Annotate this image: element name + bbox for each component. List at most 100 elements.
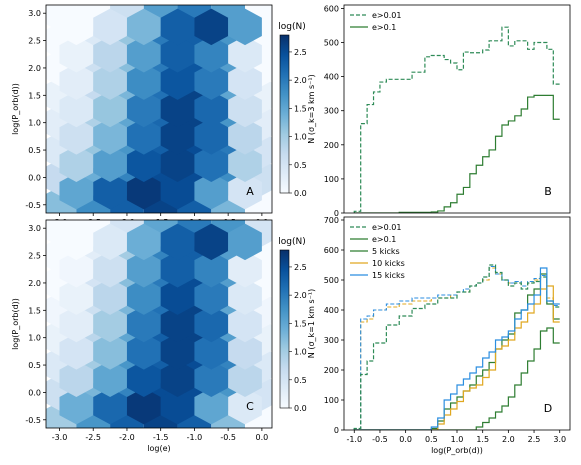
colorbar-tick-label: 0.5 [294,376,307,385]
hexbin-cell [228,387,262,425]
panel-letter: C [246,400,254,413]
hexbin-cell [59,387,94,425]
hexbin-cell [160,145,195,182]
series-line [354,267,560,430]
y-tick-label: -0.5 [25,201,41,210]
x-tick-label: -3.0 [52,433,68,442]
hexbin-cell [194,305,229,343]
series-line [353,264,560,430]
hexbin-cell [160,278,195,315]
hexbin-cell [59,36,94,73]
hexbin-cell [126,387,161,425]
colorbar-tick-label: 2.5 [294,263,307,272]
hexbin-cell [59,251,94,288]
legend-label: e>0.01 [372,223,401,232]
hexbin-cell [160,8,195,46]
colorbar-tick-label: 1.5 [294,319,307,328]
y-tick-label: 0 [334,426,339,435]
hexbin-cell [194,172,229,210]
y-tick-label: 2.0 [28,64,41,73]
hexbin-cell [126,223,161,261]
hexbin-cell [160,223,195,261]
series-layer [353,26,560,213]
y-tick-label: 400 [324,306,339,315]
x-tick-label: 0.0 [399,435,412,444]
hexbin-cell [126,172,161,210]
y-tick-label: 600 [324,246,339,255]
y-tick-label: 600 [324,4,339,13]
x-tick-label: 2.0 [502,435,515,444]
hexbin-cell [93,36,127,73]
x-tick-label: -1.5 [153,433,169,442]
hexbin-cell [160,63,195,100]
hexbin-cell [93,145,127,182]
hexbin-cell [228,8,262,46]
y-axis-label: log(P_orb(d)) [11,298,20,350]
x-axis-label: log(e) [147,444,170,453]
x-tick-label: -0.5 [220,433,236,442]
legend-label: e>0.1 [372,23,396,32]
colorbar-tick-label: 2.5 [294,48,307,57]
hexbin-cell [228,223,262,261]
hexbin-cell [194,360,229,397]
y-tick-label: 0.0 [28,388,41,397]
hexbin-cell [228,172,262,210]
hexbin-cell [93,118,127,155]
colorbar-tick-label: 1.0 [294,133,307,142]
hexbin-cell [228,36,262,73]
y-tick-label: 0.5 [28,361,41,370]
x-tick-label: 0.5 [425,435,438,444]
hexbin-cell [228,305,262,343]
hexbin-cell [126,90,161,128]
hexbin-cell [194,36,229,73]
hexbin-cell [93,223,127,261]
hexbin-cell [160,90,195,128]
y-axis-label: log(P_orb(d)) [11,83,20,135]
panel-letter: B [544,185,552,198]
colorbar-tick-label: 0.0 [294,189,307,198]
hexbin-cell [93,387,127,425]
hexbin-cell [59,223,94,261]
y-tick-label: 300 [324,336,339,345]
histogram-panel-d: 0 100 200 300 400 500 600 700 -1.0 -0.5 0.0 0.5 1.0 1… [307,216,571,455]
x-tick-label: -1.0 [346,435,362,444]
hexbin-cell [93,305,127,343]
hexbin-cell [160,251,195,288]
legend: e>0.01 e>0.1 [350,11,401,32]
y-tick-label: 1.0 [28,334,41,343]
x-tick-label: 1.0 [451,435,464,444]
y-tick-label: 500 [324,276,339,285]
hexbin-cell [160,305,195,343]
y-tick-label: 3.0 [28,224,41,233]
x-axis-label: log(P_orb(d)) [431,446,483,455]
legend: e>0.01 e>0.1 5 kicks 10 kicks 15 kicks [350,223,405,280]
series-line [354,285,560,430]
y-tick-label: 700 [324,216,339,225]
series-line [354,94,560,213]
hexbin-cell [93,251,127,288]
y-tick-label: 200 [324,141,339,150]
hexbin-cell [194,251,229,288]
heatmap-panel-a: -0.50.00.51.01.52.02.53.0-3.0-2.5-2.0-1.… [11,4,307,227]
hexbin-cell [59,333,94,370]
hexbin-cell [126,145,161,182]
series-line [353,26,560,213]
y-tick-label: 300 [324,107,339,116]
x-tick-label: -0.5 [372,435,388,444]
hexbin-cell [93,172,127,210]
hexbin-cell [160,118,195,155]
colorbar-tick-label: 0.5 [294,161,307,170]
colorbar [279,249,290,409]
hexbin-cell [126,278,161,315]
legend-label: e>0.1 [372,235,396,244]
hexbin-cell [160,172,195,210]
legend-label: e>0.01 [372,11,401,20]
hexbin-cell [59,145,94,182]
x-tick-label: 3.0 [553,435,566,444]
hexbin-cell [160,333,195,370]
hexbin-cell [126,63,161,100]
y-tick-label: -0.5 [25,416,41,425]
hexbin-cell [126,360,161,397]
hexbin-cell [228,90,262,128]
